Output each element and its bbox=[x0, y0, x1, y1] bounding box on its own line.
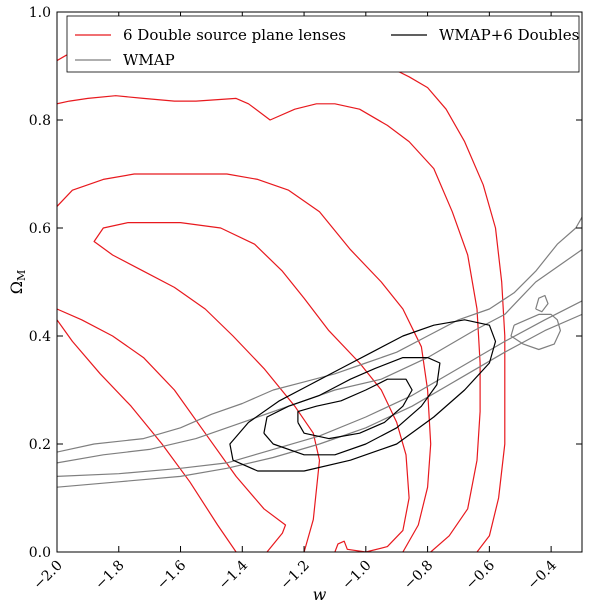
series-layer bbox=[57, 43, 582, 552]
y-axis-label-sub: M bbox=[15, 270, 28, 281]
y-tick-label: 0.0 bbox=[29, 545, 51, 561]
y-axis-label-main: Ω bbox=[7, 281, 26, 294]
x-tick-label: −1.8 bbox=[92, 558, 127, 593]
legend: 6 Double source plane lenses WMAP+6 Doubl… bbox=[66, 15, 580, 73]
x-tick-label: −0.4 bbox=[525, 557, 560, 592]
series-0-contour-4 bbox=[57, 95, 481, 552]
legend-entry-label: WMAP+6 Doubles bbox=[439, 26, 579, 44]
legend-box bbox=[66, 15, 580, 73]
plot-frame bbox=[56, 11, 583, 553]
y-tick-label: 0.4 bbox=[29, 329, 51, 345]
y-tick-label: 0.8 bbox=[29, 113, 51, 129]
y-tick-label: 1.0 bbox=[29, 5, 51, 21]
series-2-contour-1 bbox=[263, 357, 441, 456]
x-tick-label: −1.2 bbox=[278, 558, 313, 593]
x-tick-label: −2.0 bbox=[30, 558, 65, 593]
series-0-contour-0 bbox=[57, 319, 237, 552]
legend-entry-label: 6 Double source plane lenses bbox=[123, 26, 346, 44]
y-axis-label: ΩM bbox=[7, 270, 28, 295]
x-tick-label: −0.6 bbox=[463, 557, 498, 592]
x-tick-label: −0.8 bbox=[401, 558, 436, 593]
x-tick-label: −1.0 bbox=[339, 558, 374, 593]
series-1-contour-4 bbox=[510, 313, 562, 351]
y-tick-label: 0.2 bbox=[29, 437, 51, 453]
series-1-contour-2 bbox=[57, 249, 582, 464]
series-2-contour-2 bbox=[297, 378, 413, 440]
series-1-contour-1 bbox=[57, 300, 582, 477]
series-0 bbox=[57, 43, 506, 552]
y-tick-label: 0.6 bbox=[29, 221, 51, 237]
x-axis-label: w bbox=[313, 585, 327, 604]
x-tick-label: −1.4 bbox=[216, 557, 251, 592]
series-0-contour-2 bbox=[93, 222, 410, 552]
x-tick-label: −1.6 bbox=[154, 557, 189, 592]
series-2-contour-0 bbox=[229, 319, 497, 472]
series-0-contour-5 bbox=[57, 43, 506, 552]
series-1-contour-5 bbox=[535, 294, 549, 313]
legend-entry-label: WMAP bbox=[123, 51, 175, 69]
series-2 bbox=[229, 319, 497, 472]
series-1-contour-3 bbox=[57, 216, 582, 453]
series-0-contour-1 bbox=[57, 308, 287, 552]
series-0-contour-3 bbox=[57, 173, 432, 552]
series-1 bbox=[57, 216, 582, 488]
